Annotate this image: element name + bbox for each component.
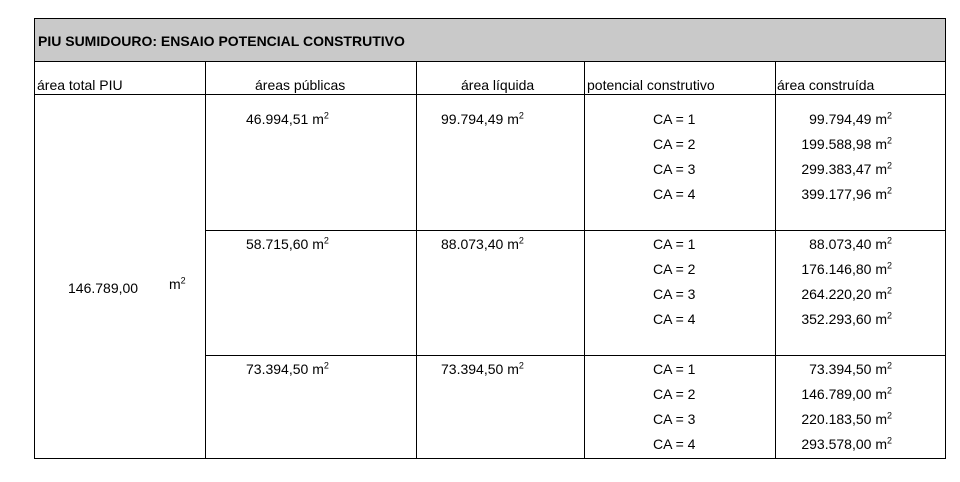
col-divider-2	[416, 61, 417, 459]
col-divider-1	[205, 61, 206, 459]
title-bar	[34, 18, 946, 61]
area-publica-3: 73.394,50 m2	[246, 360, 329, 377]
ca-label: CA = 3	[653, 411, 696, 427]
ca-label: CA = 4	[653, 311, 696, 327]
area-construida-value: 293.578,00 m2	[801, 435, 892, 452]
header-areas-publicas: áreas públicas	[255, 77, 346, 93]
area-publica-2: 58.715,60 m2	[246, 235, 329, 252]
col-divider-3	[584, 61, 585, 459]
area-publica-1: 46.994,51 m2	[246, 110, 329, 127]
ca-label: CA = 2	[653, 136, 696, 152]
area-construida-value: 73.394,50 m2	[809, 360, 892, 377]
area-construida-value: 99.794,49 m2	[809, 110, 892, 127]
header-area-liquida: área líquida	[461, 77, 535, 93]
area-construida-value: 352.293,60 m2	[801, 310, 892, 327]
area-liquida-3: 73.394,50 m2	[441, 360, 524, 377]
border-top	[34, 18, 946, 19]
area-construida-value: 264.220,20 m2	[801, 285, 892, 302]
potencial-construtivo-table: PIU SUMIDOURO: ENSAIO POTENCIAL CONSTRUT…	[34, 18, 946, 459]
ca-label: CA = 1	[653, 111, 696, 127]
ca-label: CA = 2	[653, 386, 696, 402]
ca-label: CA = 4	[653, 436, 696, 452]
group-divider-1	[205, 230, 946, 231]
area-liquida-1: 99.794,49 m2	[441, 110, 524, 127]
ca-label: CA = 1	[653, 361, 696, 377]
area-construida-value: 88.073,40 m2	[809, 235, 892, 252]
area-construida-value: 299.383,47 m2	[801, 160, 892, 177]
area-construida-value: 220.183,50 m2	[801, 410, 892, 427]
header-potencial: potencial construtivo	[587, 77, 715, 93]
border-bottom	[34, 458, 946, 459]
table-title: PIU SUMIDOURO: ENSAIO POTENCIAL CONSTRUT…	[38, 33, 405, 49]
border-left	[34, 18, 35, 459]
header-rule	[34, 61, 946, 62]
area-construida-value: 399.177,96 m2	[801, 185, 892, 202]
ca-label: CA = 4	[653, 186, 696, 202]
group-divider-2	[205, 355, 946, 356]
header-area-total: área total PIU	[37, 77, 123, 93]
area-total-unit: m2	[169, 275, 186, 292]
header-area-construida: área construída	[777, 77, 875, 93]
ca-label: CA = 3	[653, 286, 696, 302]
ca-label: CA = 2	[653, 261, 696, 277]
ca-label: CA = 3	[653, 161, 696, 177]
area-total-value: 146.789,00	[68, 280, 139, 296]
area-construida-value: 146.789,00 m2	[801, 385, 892, 402]
area-construida-value: 199.588,98 m2	[801, 135, 892, 152]
area-construida-value: 176.146,80 m2	[801, 260, 892, 277]
header-bottom-rule	[34, 94, 946, 95]
ca-label: CA = 1	[653, 236, 696, 252]
area-liquida-2: 88.073,40 m2	[441, 235, 524, 252]
col-divider-4	[775, 61, 776, 459]
border-right	[945, 18, 946, 459]
